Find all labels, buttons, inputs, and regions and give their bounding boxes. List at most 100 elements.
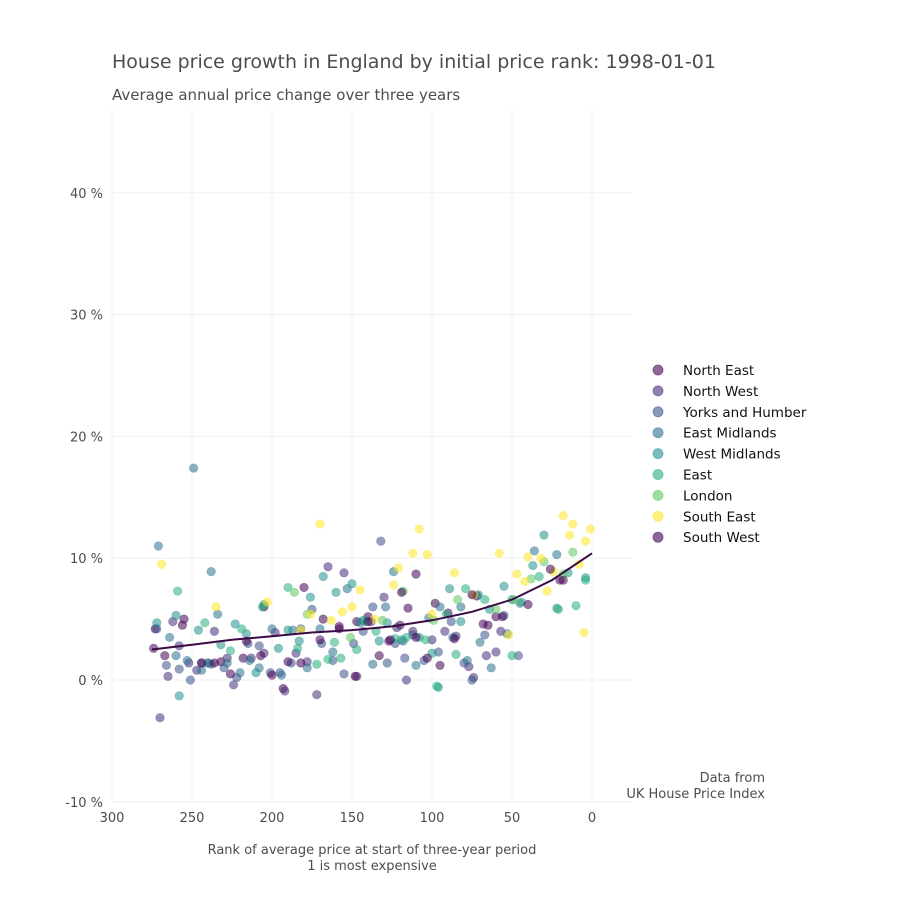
data-point	[337, 607, 348, 617]
data-point	[345, 632, 356, 642]
trend-line	[151, 552, 593, 651]
data-point	[432, 681, 442, 691]
data-point	[568, 547, 578, 557]
chart-subtitle: Average annual price change over three y…	[112, 86, 461, 104]
data-point	[174, 691, 184, 701]
data-point	[171, 610, 181, 621]
data-point	[376, 536, 386, 546]
data-point	[435, 660, 445, 670]
data-point	[580, 536, 591, 546]
data-point	[165, 632, 175, 642]
data-point	[289, 587, 300, 597]
data-point	[197, 658, 207, 668]
data-point	[411, 569, 421, 579]
trend-line-path	[151, 552, 593, 651]
data-point	[350, 671, 360, 681]
data-point	[480, 595, 490, 605]
data-point	[422, 653, 432, 663]
data-point	[401, 632, 412, 642]
data-point	[411, 632, 421, 642]
data-point	[379, 592, 389, 602]
data-point	[312, 659, 322, 669]
data-point	[529, 546, 540, 556]
data-point	[520, 576, 530, 586]
data-point	[280, 686, 290, 696]
data-point	[193, 625, 203, 635]
data-point	[323, 654, 333, 664]
data-point	[449, 568, 460, 578]
x-tick-label: 0	[588, 811, 596, 826]
legend-swatch	[652, 385, 664, 397]
legend: North East North West Yorks and Humber East…	[652, 363, 807, 546]
x-tick-label: 50	[504, 811, 521, 826]
y-tick-label: 20 %	[70, 430, 103, 445]
data-point	[160, 651, 170, 661]
legend-label: South East	[683, 509, 756, 525]
data-point	[312, 690, 322, 700]
x-tick-label: 100	[420, 811, 445, 826]
data-point	[368, 602, 378, 612]
data-point	[305, 592, 316, 602]
data-point	[293, 643, 303, 653]
data-point	[363, 616, 373, 627]
legend-label: East	[683, 468, 712, 484]
data-point	[237, 624, 247, 634]
data-point	[504, 630, 514, 640]
grid	[111, 110, 632, 803]
data-point	[283, 657, 293, 667]
caption-line2: UK House Price Index	[626, 787, 765, 802]
data-point	[229, 680, 239, 690]
data-point	[323, 562, 333, 572]
data-point	[449, 633, 460, 644]
data-point	[206, 566, 216, 577]
data-point	[580, 575, 591, 585]
data-point	[568, 519, 578, 529]
data-point	[528, 560, 538, 571]
data-point	[427, 609, 437, 619]
data-point	[277, 670, 287, 680]
legend-swatch	[652, 469, 664, 480]
data-point	[499, 581, 509, 591]
legend-swatch	[652, 510, 664, 522]
data-point	[475, 637, 485, 647]
data-point	[267, 624, 277, 634]
data-point	[421, 635, 431, 645]
data-point	[374, 651, 384, 661]
data-point	[222, 658, 232, 668]
data-point	[163, 671, 173, 681]
data-point	[542, 586, 552, 596]
legend-label: London	[683, 488, 733, 504]
caption-line1: Data from	[700, 771, 765, 786]
data-point	[523, 552, 533, 562]
data-point	[422, 549, 432, 560]
data-point	[352, 644, 362, 655]
data-point	[408, 548, 418, 558]
data-point	[445, 584, 455, 594]
data-point	[245, 655, 255, 666]
data-point	[339, 669, 349, 679]
data-point	[483, 620, 493, 630]
data-point	[336, 653, 346, 663]
legend-label: North West	[683, 384, 758, 400]
data-point	[552, 549, 562, 560]
data-point	[347, 602, 357, 612]
data-point	[411, 660, 421, 670]
data-point	[262, 597, 272, 607]
data-point	[256, 651, 266, 661]
data-point	[326, 615, 336, 625]
data-point	[225, 646, 235, 656]
data-point	[564, 530, 575, 540]
data-point	[152, 618, 162, 628]
data-point	[225, 669, 235, 679]
data-point	[355, 585, 365, 595]
data-point	[480, 630, 490, 640]
x-axis-ticks: 300 250 200 150 100 50 0	[100, 811, 597, 826]
data-point	[494, 548, 504, 558]
legend-swatch	[652, 406, 664, 418]
data-point	[209, 626, 219, 636]
data-point	[467, 675, 477, 685]
data-point	[467, 590, 477, 600]
data-point	[585, 524, 596, 534]
x-axis-title-line2: 1 is most expensive	[307, 859, 437, 874]
data-point	[374, 636, 384, 646]
